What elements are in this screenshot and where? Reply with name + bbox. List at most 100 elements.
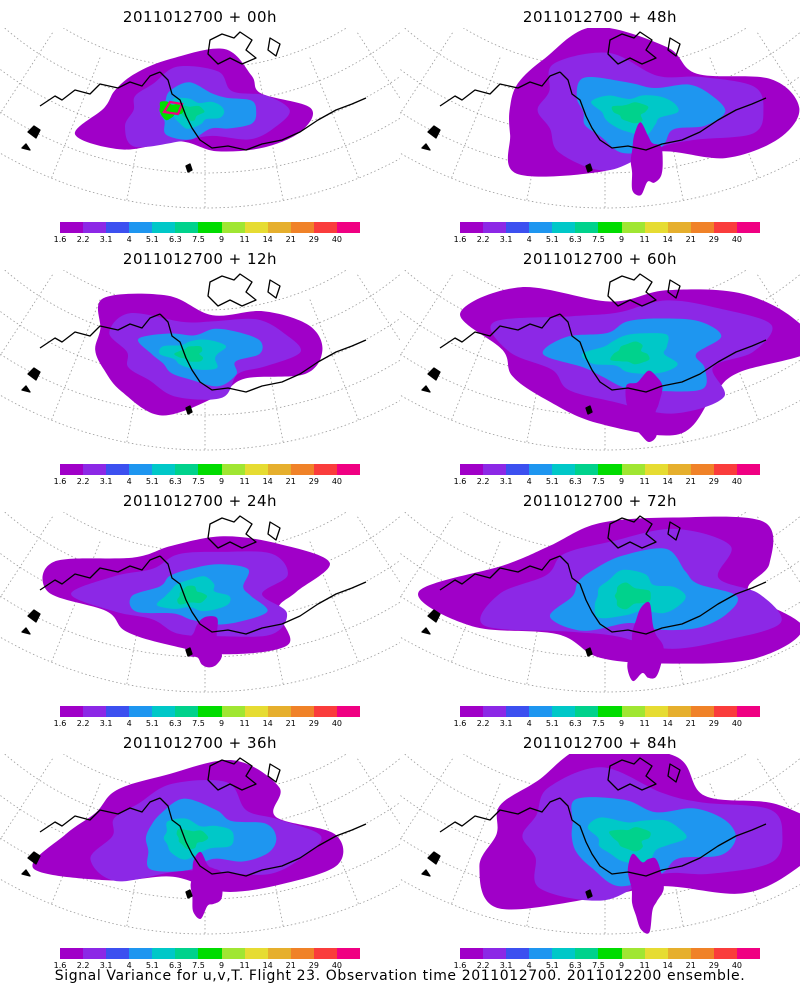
colorbar-swatch	[736, 222, 761, 233]
colorbar-label: 21	[285, 719, 296, 728]
colorbar-label: 40	[731, 477, 743, 486]
colorbar-label: 7.5	[192, 235, 205, 244]
colorbar-label: 11	[639, 719, 650, 728]
colorbar-swatch	[667, 706, 691, 717]
colorbar-swatch	[552, 706, 576, 717]
graticule	[400, 28, 800, 210]
polar-map	[0, 754, 400, 936]
colorbar-label: 40	[331, 961, 343, 970]
colorbar-label: 21	[285, 961, 296, 970]
colorbar-swatch	[483, 464, 507, 475]
panel-title: 2011012700 + 12h	[122, 250, 278, 268]
colorbar-label: 21	[685, 477, 696, 486]
colorbar-label: 3.1	[499, 961, 513, 970]
colorbar-swatch	[198, 948, 222, 959]
colorbar-swatch	[290, 706, 314, 717]
colorbar-swatch	[506, 222, 530, 233]
colorbar-swatch	[575, 464, 599, 475]
colorbar-label: 4	[126, 477, 132, 486]
colorbar-labels: 1.6 2.2 3.1 4 5.1 6.3 7.5 9 11 14 21 29 40	[454, 477, 760, 487]
colorbar-label: 6.3	[569, 719, 582, 728]
colorbar-swatch	[83, 948, 107, 959]
colorbar-label: 5.1	[145, 961, 159, 970]
colorbar	[60, 222, 361, 233]
colorbar-label: 40	[731, 719, 743, 728]
colorbar-label: 11	[639, 961, 650, 970]
coastlines	[421, 515, 767, 657]
colorbar-label: 9	[218, 477, 225, 486]
colorbar-swatch	[221, 706, 245, 717]
colorbar-label: 4	[526, 719, 532, 728]
variance-field	[460, 287, 800, 443]
colorbar-label: 3.1	[499, 719, 513, 728]
polar-map	[0, 270, 400, 452]
variance-field	[418, 516, 800, 682]
colorbar-swatch	[598, 948, 622, 959]
colorbar-swatch	[336, 948, 361, 959]
colorbar-swatch	[267, 948, 291, 959]
colorbar-swatch	[106, 948, 130, 959]
map-panel: 2011012700 + 00h 1.6 2.2 3.1 4 5.1 6.3 7.5 9 11 14…	[0, 0, 400, 244]
colorbar-swatch	[644, 222, 668, 233]
colorbar	[60, 706, 361, 717]
colorbar-label: 6.3	[169, 719, 182, 728]
panel-grid: 2011012700 + 00h 1.6 2.2 3.1 4 5.1 6.3 7.5 9 11 14…	[0, 0, 800, 970]
colorbar-label: 6.3	[569, 477, 582, 486]
colorbar-swatch	[106, 706, 130, 717]
coastlines	[421, 31, 767, 173]
colorbar-label: 11	[639, 235, 650, 244]
colorbar-swatch	[244, 222, 268, 233]
colorbar-label: 40	[731, 235, 743, 244]
colorbar-label: 1.6	[453, 477, 467, 486]
colorbar-label: 2.2	[476, 719, 490, 728]
colorbar-swatch	[575, 948, 599, 959]
colorbar-label: 9	[618, 719, 625, 728]
colorbar-label: 7.5	[592, 235, 605, 244]
colorbar-swatch	[221, 948, 245, 959]
variance-field	[74, 48, 314, 152]
colorbar-swatch	[83, 706, 107, 717]
colorbar-swatch	[644, 464, 668, 475]
colorbar-swatch	[552, 222, 576, 233]
variance-field	[32, 759, 344, 920]
colorbar-swatch	[552, 464, 576, 475]
colorbar-label: 14	[662, 477, 673, 486]
colorbar-swatch	[667, 222, 691, 233]
colorbar-swatch	[83, 222, 107, 233]
colorbar-label: 1.6	[453, 235, 467, 244]
colorbar-swatch	[667, 464, 691, 475]
colorbar-label: 6.3	[569, 235, 582, 244]
colorbar-label: 5.1	[145, 477, 159, 486]
colorbar	[460, 706, 761, 717]
colorbar-label: 21	[685, 961, 696, 970]
colorbar-label: 5.1	[545, 719, 559, 728]
colorbar-swatch	[313, 222, 337, 233]
colorbar-label: 6.3	[169, 235, 182, 244]
coastlines	[21, 31, 367, 173]
colorbar-swatch	[129, 948, 153, 959]
colorbar-swatch	[313, 948, 337, 959]
colorbar-label: 29	[308, 719, 319, 728]
colorbar-label: 9	[218, 719, 225, 728]
colorbar-swatch	[460, 706, 484, 717]
colorbar-label: 9	[218, 961, 225, 970]
colorbar-swatch	[483, 706, 507, 717]
colorbar-label: 5.1	[145, 235, 159, 244]
polar-map	[400, 754, 800, 936]
colorbar-label: 14	[662, 961, 673, 970]
colorbar-swatch	[244, 464, 268, 475]
coastlines	[421, 757, 767, 899]
colorbar-label: 4	[126, 961, 132, 970]
map-panel: 2011012700 + 36h 1.6 2.2 3.1 4 5.1 6.3 7.5 9 11 14…	[0, 726, 400, 970]
colorbar-label: 5.1	[145, 719, 159, 728]
colorbar-swatch	[506, 464, 530, 475]
colorbar-label: 6.3	[569, 961, 582, 970]
coastlines	[21, 757, 367, 899]
colorbar	[60, 948, 361, 959]
colorbar-label: 2.2	[76, 235, 90, 244]
colorbar-label: 2.2	[476, 235, 490, 244]
panel-title: 2011012700 + 60h	[522, 250, 678, 268]
colorbar-swatch	[575, 706, 599, 717]
colorbar-label: 9	[618, 961, 625, 970]
colorbar-label: 21	[285, 477, 296, 486]
